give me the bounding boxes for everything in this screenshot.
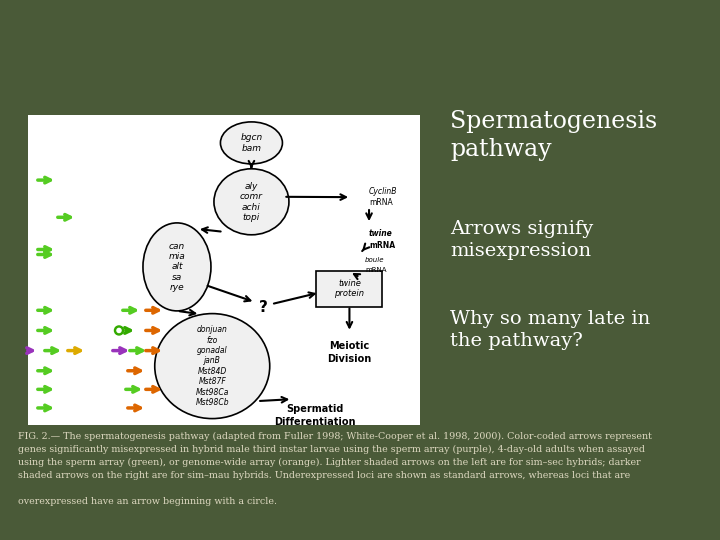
Text: mRNA: mRNA [369, 240, 395, 249]
Text: boule: boule [365, 258, 384, 264]
Ellipse shape [220, 122, 282, 164]
Text: Spermatid: Spermatid [287, 404, 344, 414]
Text: mRNA: mRNA [365, 267, 387, 273]
Text: Differentiation: Differentiation [274, 417, 356, 427]
Text: CyclinB: CyclinB [369, 187, 397, 195]
Text: using the sperm array (green), or genome-wide array (orange). Lighter shaded arr: using the sperm array (green), or genome… [18, 458, 641, 467]
Ellipse shape [214, 169, 289, 235]
Text: Arrows signify
misexpression: Arrows signify misexpression [450, 220, 593, 260]
Text: mRNA: mRNA [369, 198, 393, 207]
Text: overexpressed have an arrow beginning with a circle.: overexpressed have an arrow beginning wi… [18, 497, 277, 506]
Text: twine
protein: twine protein [334, 279, 364, 298]
Ellipse shape [155, 314, 270, 418]
Text: Division: Division [328, 354, 372, 363]
Text: twine: twine [369, 228, 393, 238]
Text: genes significantly misexpressed in hybrid male third instar larvae using the sp: genes significantly misexpressed in hybr… [18, 445, 645, 454]
Text: aly
comr
achi
topi: aly comr achi topi [240, 181, 263, 222]
Text: Why so many late in
the pathway?: Why so many late in the pathway? [450, 310, 650, 350]
Text: bgcn
bam: bgcn bam [240, 133, 263, 153]
Text: ?: ? [258, 300, 268, 315]
Text: shaded arrows on the right are for sim–mau hybrids. Underexpressed loci are show: shaded arrows on the right are for sim–m… [18, 471, 630, 480]
Text: FIG. 2.— The spermatogenesis pathway (adapted from Fuller 1998; White-Cooper et : FIG. 2.— The spermatogenesis pathway (ad… [18, 432, 652, 441]
Text: can
mia
alt
sa
rye: can mia alt sa rye [168, 241, 185, 292]
Bar [28, 115, 420, 425]
Ellipse shape [143, 223, 211, 311]
FancyBboxPatch shape [317, 271, 382, 307]
Text: donjuan
fzo
gonadal
janB
Mst84D
Mst87F
Mst98Ca
Mst98Cb: donjuan fzo gonadal janB Mst84D Mst87F M… [195, 325, 229, 407]
Text: Spermatogenesis
pathway: Spermatogenesis pathway [450, 110, 657, 161]
Text: Meiotic: Meiotic [329, 341, 369, 350]
